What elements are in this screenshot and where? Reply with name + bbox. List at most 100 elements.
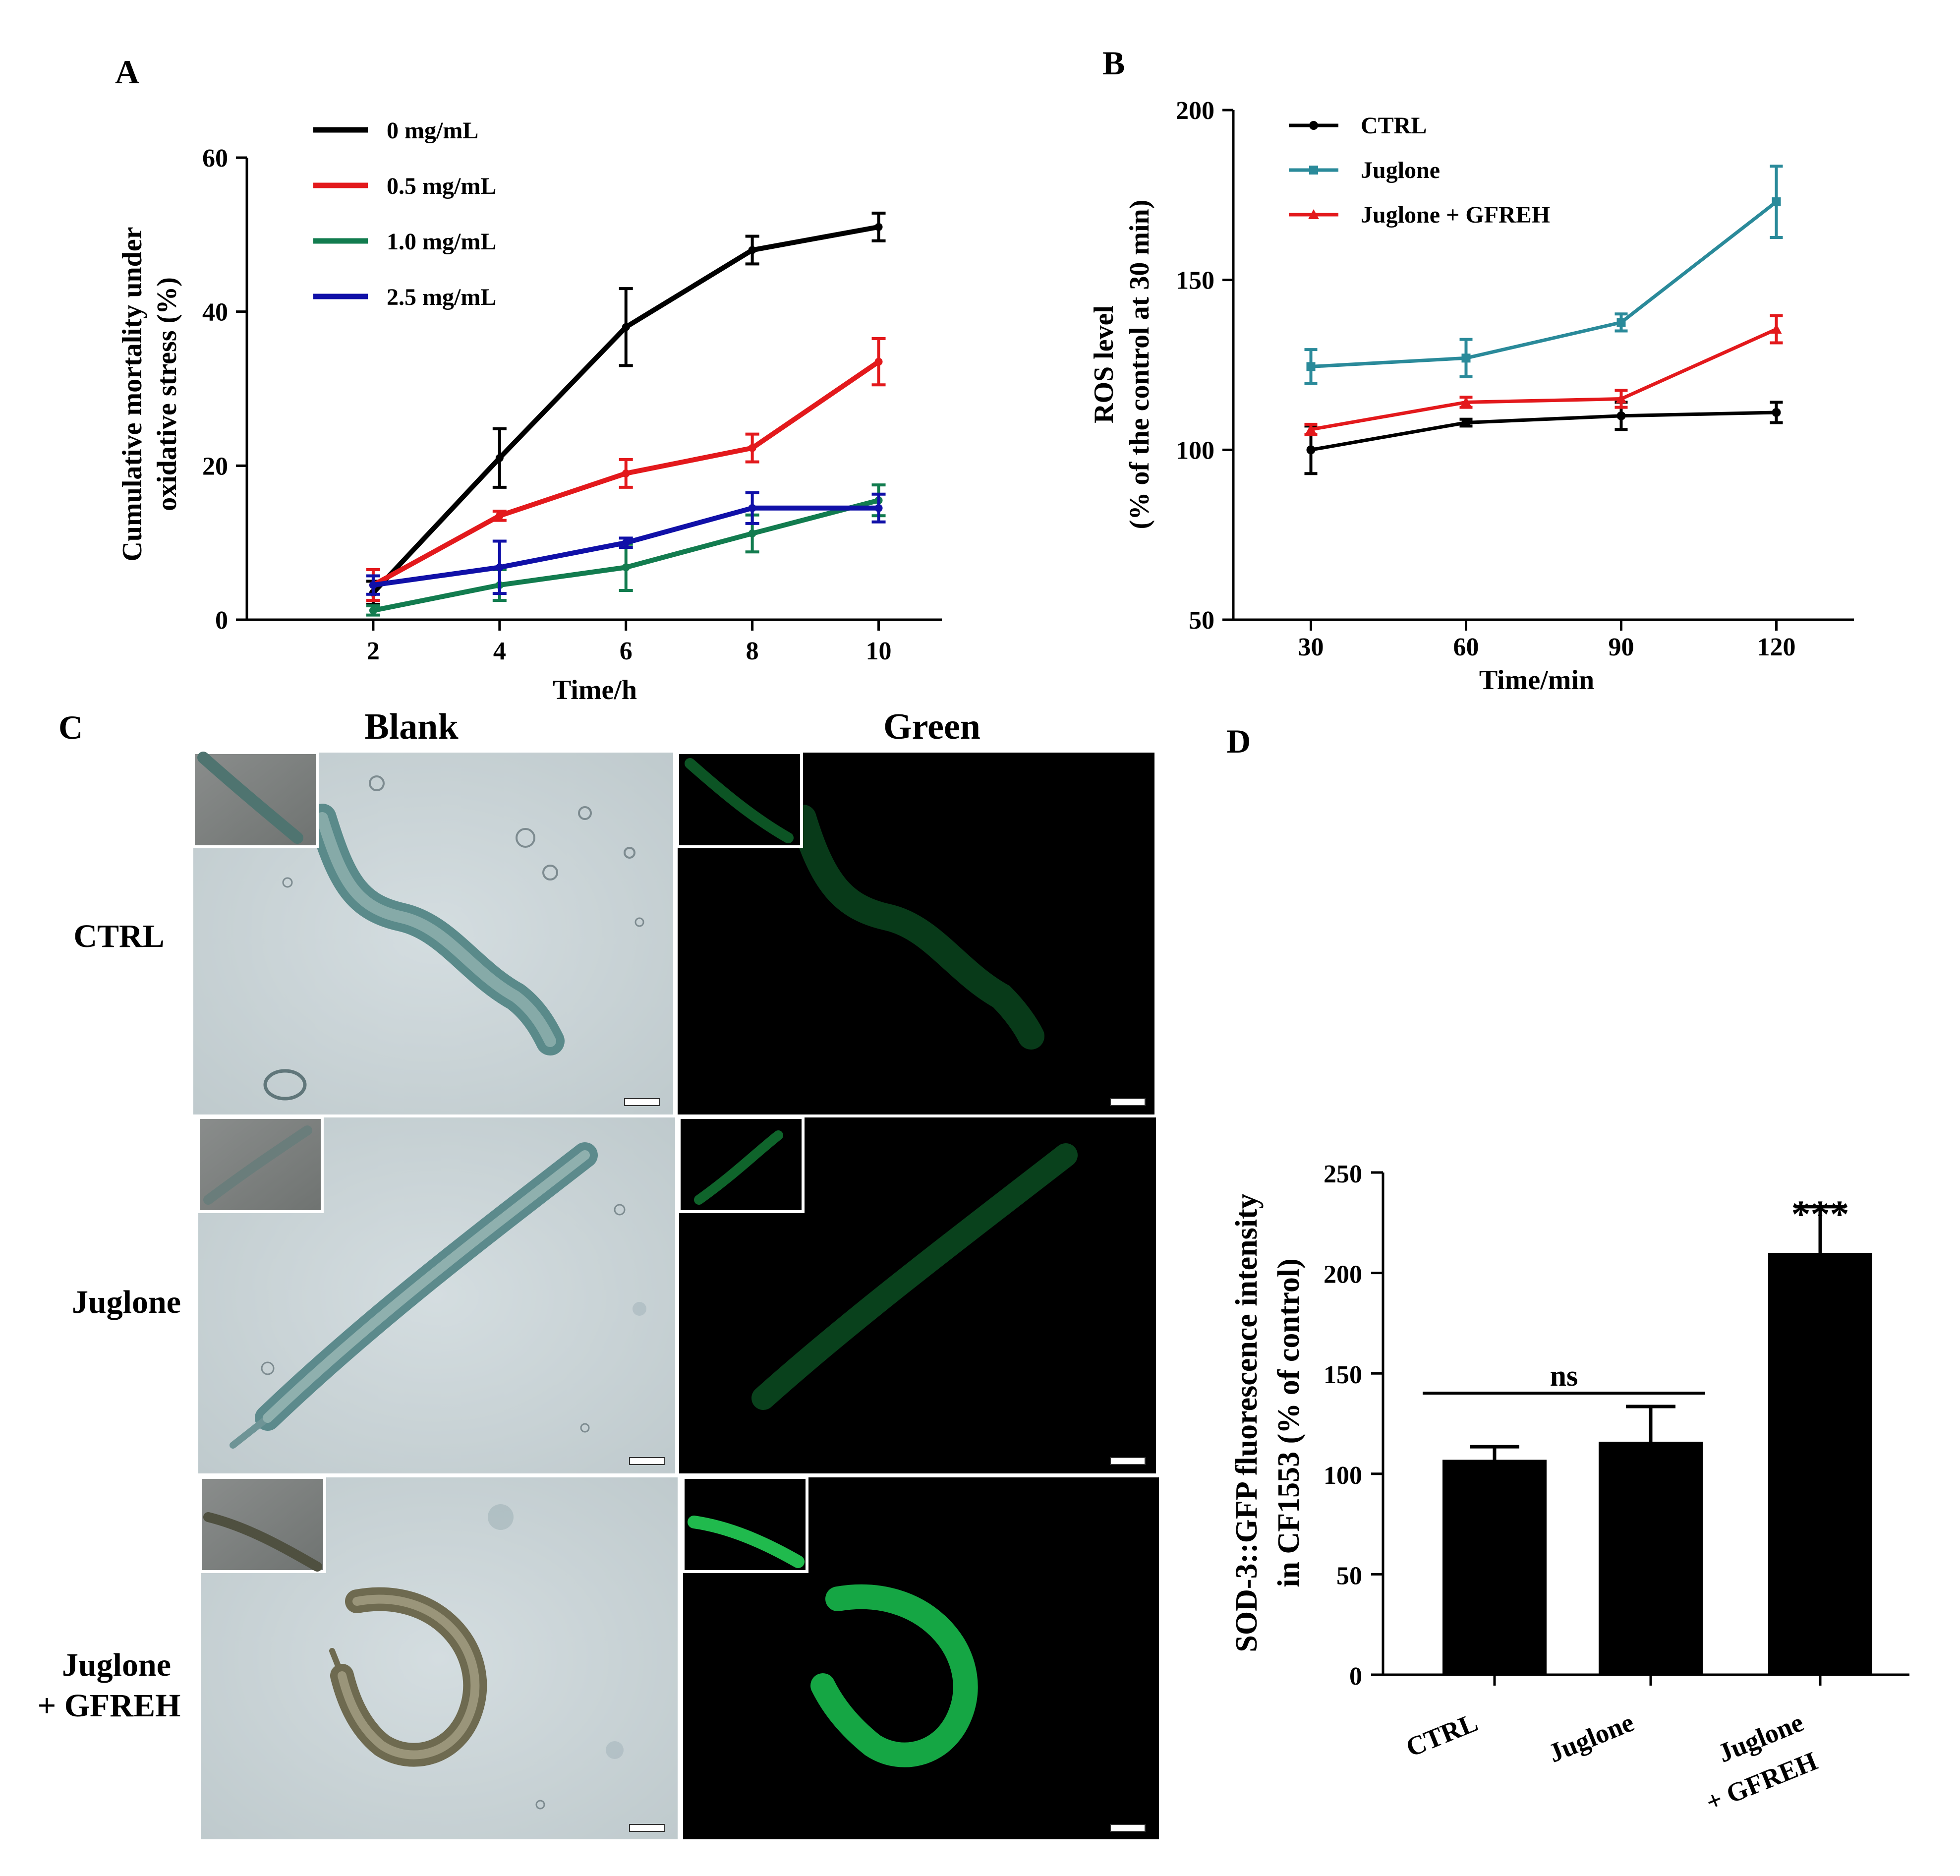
b-series-line-0	[1310, 410, 1777, 452]
a-data-point	[748, 444, 756, 452]
b-legend-label: Juglone + GFREH	[1361, 202, 1550, 228]
b-y-axis-title: ROS level (% of the control at 30 min)	[1089, 200, 1155, 529]
b-data-point	[1461, 353, 1471, 363]
b-data-point	[1460, 397, 1472, 407]
b-x-tick-label: 90	[1609, 633, 1634, 661]
c-col-title-green: Green	[883, 706, 980, 747]
c-image-juglone-gfreh-blank	[199, 1476, 678, 1839]
a-data-point	[874, 504, 883, 512]
b-data-point	[1772, 197, 1781, 207]
d-y-tick-label: 0	[1349, 1662, 1362, 1691]
a-data-point	[874, 357, 883, 366]
panel-letter-d: D	[1226, 722, 1251, 760]
a-x-tick-label: 6	[620, 637, 633, 665]
a-data-point	[622, 323, 630, 331]
d-y-tick-label: 50	[1336, 1562, 1362, 1590]
panel-c: C Blank Green CTRL Juglone Juglone + GFR…	[38, 706, 1159, 1839]
c-row-label-ctrl: CTRL	[73, 918, 164, 954]
b-y-tick-label: 200	[1176, 97, 1214, 125]
a-data-point	[369, 606, 377, 615]
c-image-ctrl-blank	[192, 751, 673, 1114]
d-category-label: Juglone	[1544, 1707, 1638, 1768]
c-row-label-juglone-gfreh-2: + GFREH	[38, 1688, 181, 1724]
a-y-tick-label: 40	[202, 298, 228, 327]
b-series-line-1	[1311, 200, 1778, 368]
b-y-tick-label: 100	[1176, 436, 1214, 465]
b-x-axis-title: Time/min	[1479, 665, 1594, 696]
a-y-tick-label: 60	[202, 144, 228, 173]
d-y-tick-label: 250	[1324, 1160, 1362, 1188]
a-legend-label: 1.0 mg/mL	[387, 229, 496, 255]
c-row-label-juglone-gfreh-1: Juglone	[62, 1647, 171, 1683]
b-data-point	[1616, 411, 1626, 420]
b-x-tick-label: 60	[1453, 633, 1479, 661]
b-data-point	[1309, 121, 1318, 130]
panel-letter-c: C	[58, 708, 83, 746]
a-data-point	[622, 538, 630, 547]
b-y-tick-label: 150	[1176, 267, 1214, 295]
panel-a: A 2 4 6 8 10 0 20 40 60 0 mg/mL 0.5 mg/mL 1.0 mg/m…	[115, 53, 942, 705]
b-data-point	[1308, 209, 1319, 219]
b-series-line-2	[1310, 327, 1777, 431]
c-image-juglone-green	[678, 1116, 1156, 1473]
d-bar	[1442, 1460, 1547, 1675]
d-y-tick-label: 150	[1324, 1361, 1362, 1389]
a-data-point	[748, 504, 756, 512]
d-category-label: CTRL	[1402, 1707, 1482, 1762]
b-data-point	[1615, 393, 1627, 404]
c-image-juglone-gfreh-green	[682, 1476, 1159, 1839]
b-data-point	[1461, 418, 1471, 427]
b-x-tick-label: 120	[1757, 633, 1796, 661]
a-data-point	[748, 529, 756, 538]
a-data-point	[748, 246, 756, 254]
b-x-tick-label: 30	[1298, 633, 1324, 661]
d-bar	[1768, 1253, 1872, 1675]
a-data-point	[495, 512, 504, 520]
panel-letter-b: B	[1102, 44, 1125, 82]
c-image-ctrl-green	[676, 751, 1154, 1114]
a-legend-label: 2.5 mg/mL	[387, 284, 496, 310]
a-legend-label: 0 mg/mL	[387, 117, 478, 144]
a-data-point	[495, 454, 504, 462]
a-data-point	[622, 469, 630, 477]
b-y-tick-label: 50	[1189, 606, 1214, 635]
b-data-point	[1306, 445, 1316, 455]
b-data-point	[1306, 362, 1316, 371]
a-x-tick-label: 2	[367, 637, 380, 665]
a-y-title-line1: Cumulative mortality under	[117, 227, 148, 561]
d-y-title-line2: in CF1553 (% of control)	[1272, 1258, 1306, 1587]
b-legend: CTRL Juglone Juglone + GFREH	[1289, 113, 1550, 228]
a-x-axis-title: Time/h	[553, 675, 637, 705]
a-y-tick-label: 0	[215, 606, 228, 635]
b-y-title-line2: (% of the control at 30 min)	[1124, 200, 1155, 529]
d-significance-label: ***	[1791, 1192, 1849, 1235]
b-legend-label: CTRL	[1361, 113, 1427, 139]
panel-b: B 30 60 90 120 50 100 150 200 CTRL Juglone Juglon…	[1089, 44, 1854, 696]
c-image-juglone-blank	[197, 1116, 675, 1473]
panel-letter-a: A	[115, 53, 139, 91]
a-legend-label: 0.5 mg/mL	[387, 173, 496, 199]
a-data-point	[495, 563, 504, 572]
d-y-axis-title: SOD-3::GFP fluorescence intensity in CF1…	[1230, 1193, 1306, 1652]
a-x-tick-label: 8	[746, 637, 759, 665]
c-row-label-juglone: Juglone	[72, 1284, 181, 1320]
d-y-tick-label: 100	[1324, 1462, 1362, 1490]
b-data-point	[1305, 424, 1317, 434]
a-y-title-line2: oxidative stress (%)	[152, 277, 182, 511]
a-data-point	[622, 563, 630, 572]
a-data-point	[369, 581, 377, 589]
b-data-point	[1771, 324, 1782, 334]
d-y-title-line1: SOD-3::GFP fluorescence intensity	[1230, 1193, 1264, 1652]
b-legend-label: Juglone	[1361, 157, 1440, 183]
a-legend: 0 mg/mL 0.5 mg/mL 1.0 mg/mL 2.5 mg/mL	[313, 117, 496, 310]
d-y-tick-label: 200	[1324, 1261, 1362, 1289]
b-data-point	[1309, 166, 1318, 175]
b-data-point	[1772, 408, 1781, 417]
a-data-point	[874, 223, 883, 231]
c-col-title-blank: Blank	[364, 706, 459, 747]
b-data-point	[1616, 318, 1626, 327]
a-y-axis-title: Cumulative mortality under oxidative str…	[117, 227, 182, 561]
a-x-tick-label: 10	[866, 637, 892, 665]
